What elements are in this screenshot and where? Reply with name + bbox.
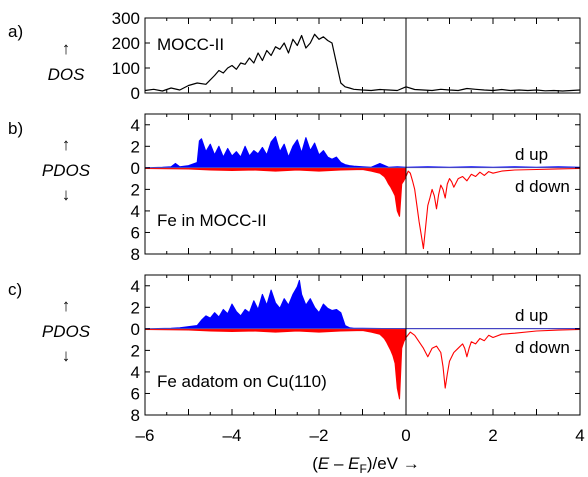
y-tick-label-c: 6 — [131, 384, 140, 403]
x-axis-label-part-open: ( — [312, 454, 318, 473]
x-tick-label: –6 — [136, 426, 155, 445]
x-axis-label-part-minus: – — [329, 454, 348, 473]
pdos-b-d-down-fill — [145, 167, 406, 217]
pdos-c-down-arrow: ↓ — [62, 346, 71, 365]
y-tick-label-b: 0 — [131, 159, 140, 178]
y-tick-label-a: 100 — [112, 59, 140, 78]
dos-line — [145, 33, 580, 92]
panel-a-annotation: MOCC-II — [157, 35, 224, 54]
panel-c: c) ↑ PDOS ↓ Fe adatom on Cu(110) d up d … — [8, 274, 585, 445]
pdos-b-d-down-line — [145, 167, 580, 250]
y-tick-label-b: 4 — [131, 202, 140, 221]
y-tick-label-c: 8 — [131, 406, 140, 425]
y-tick-label-c: 0 — [131, 320, 140, 339]
y-tick-label-b: 2 — [131, 137, 140, 156]
y-tick-label-b: 8 — [131, 245, 140, 264]
legend-b-d-down: d down — [515, 177, 570, 196]
y-tick-label-c: 2 — [131, 298, 140, 317]
y-tick-label-a: 200 — [112, 34, 140, 53]
plot-area-a — [145, 33, 580, 92]
dos-up-arrow: ↑ — [62, 39, 71, 58]
pdos-c-axis-label: PDOS — [42, 322, 91, 341]
x-axis-label: (E – EF)/eV → — [312, 454, 420, 476]
x-tick-label: 0 — [401, 426, 410, 445]
panel-b-annotation: Fe in MOCC-II — [157, 211, 267, 230]
y-tick-label-b: 2 — [131, 180, 140, 199]
x-tick-label: –2 — [310, 426, 329, 445]
pdos-c-d-up-fill — [145, 280, 406, 329]
pdos-c-up-arrow: ↑ — [62, 296, 71, 315]
legend-c-d-up: d up — [515, 306, 548, 325]
pdos-b-down-arrow: ↓ — [62, 185, 71, 204]
panel-label-a: a) — [8, 22, 23, 41]
x-axis-label-part-sub-f: F — [360, 462, 367, 476]
pdos-b-d-up-line — [145, 136, 580, 169]
x-axis-label-part-unit: )/eV → — [367, 454, 420, 473]
dos-axis-label: DOS — [48, 65, 86, 84]
y-tick-label-a: 300 — [112, 9, 140, 28]
panel-a: a) ↑ DOS MOCC-II 0 100 200 300 — [8, 9, 581, 103]
x-tick-label: 4 — [575, 426, 584, 445]
y-tick-label-c: 4 — [131, 363, 140, 382]
pdos-c-d-up-line — [145, 279, 580, 330]
x-axis-label-part-ef: E — [348, 454, 360, 473]
pdos-b-up-arrow: ↑ — [62, 135, 71, 154]
y-tick-label-c: 4 — [131, 277, 140, 296]
panel-label-c: c) — [8, 280, 22, 299]
pdos-c-d-down-line — [145, 328, 580, 400]
x-tick-label: –4 — [223, 426, 242, 445]
y-tick-label-a: 0 — [131, 84, 140, 103]
y-tick-label-b: 6 — [131, 223, 140, 242]
panel-c-annotation: Fe adatom on Cu(110) — [157, 372, 327, 391]
axes-frame-a — [144, 17, 581, 94]
x-axis-label-part-e: E — [318, 454, 330, 473]
y-tick-label-b: 4 — [131, 116, 140, 135]
panel-b: b) ↑ PDOS ↓ Fe in MOCC-II d up d down 8 6… — [8, 113, 581, 264]
pdos-b-d-up-fill — [145, 136, 406, 168]
y-tick-label-c: 2 — [131, 341, 140, 360]
plot-area-b — [145, 136, 580, 250]
panel-label-b: b) — [8, 119, 23, 138]
plot-area-c — [145, 279, 580, 400]
x-tick-label: 2 — [488, 426, 497, 445]
legend-c-d-down: d down — [515, 338, 570, 357]
legend-b-d-up: d up — [515, 145, 548, 164]
pdos-b-axis-label: PDOS — [42, 161, 91, 180]
